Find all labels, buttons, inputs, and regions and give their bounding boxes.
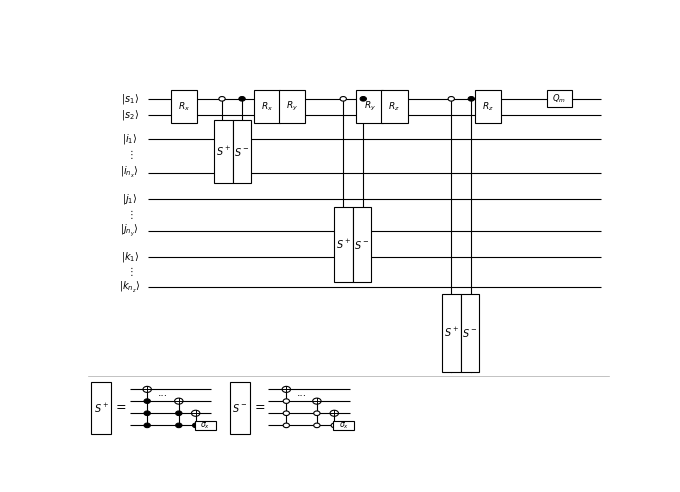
Text: ...: ... xyxy=(296,388,307,399)
Text: $\vdots$: $\vdots$ xyxy=(126,208,133,221)
Bar xyxy=(442,294,461,371)
Text: $R_z$: $R_z$ xyxy=(482,100,494,113)
Bar xyxy=(230,382,250,434)
Circle shape xyxy=(282,386,290,393)
Text: $R_y$: $R_y$ xyxy=(286,100,298,113)
Bar xyxy=(333,421,354,430)
Bar xyxy=(335,207,353,282)
Text: $R_y$: $R_y$ xyxy=(364,100,375,113)
Text: $S^-$: $S^-$ xyxy=(354,239,369,250)
Circle shape xyxy=(313,411,320,416)
Text: $R_z$: $R_z$ xyxy=(388,100,401,113)
Circle shape xyxy=(219,96,225,101)
Circle shape xyxy=(313,398,321,404)
Bar xyxy=(353,207,371,282)
Circle shape xyxy=(313,423,320,428)
Bar xyxy=(461,294,479,371)
Circle shape xyxy=(192,410,200,416)
Circle shape xyxy=(175,398,183,404)
Bar xyxy=(233,121,251,183)
Text: ...: ... xyxy=(158,388,168,399)
Bar xyxy=(356,91,383,123)
Circle shape xyxy=(283,399,290,403)
Bar xyxy=(381,91,407,123)
Circle shape xyxy=(143,386,152,393)
Circle shape xyxy=(330,410,339,416)
Text: $\sigma_x$: $\sigma_x$ xyxy=(200,420,210,430)
Circle shape xyxy=(360,96,367,101)
Text: $S^-$: $S^-$ xyxy=(234,146,250,157)
Text: $|i_{n_x}\rangle$: $|i_{n_x}\rangle$ xyxy=(120,165,139,180)
Bar xyxy=(214,121,233,183)
Text: $S^-$: $S^-$ xyxy=(462,327,477,339)
Circle shape xyxy=(283,411,290,416)
Bar xyxy=(254,91,280,123)
Bar xyxy=(171,91,197,123)
Text: $|s_2\rangle$: $|s_2\rangle$ xyxy=(121,108,139,122)
Bar xyxy=(194,421,216,430)
Text: $\vdots$: $\vdots$ xyxy=(126,265,133,277)
Bar xyxy=(547,91,572,107)
Circle shape xyxy=(239,96,245,101)
Circle shape xyxy=(175,423,182,428)
Circle shape xyxy=(192,423,199,428)
Text: $S^+$: $S^+$ xyxy=(94,401,109,414)
Text: $\sigma_x$: $\sigma_x$ xyxy=(339,420,349,430)
Text: $|i_1\rangle$: $|i_1\rangle$ xyxy=(122,131,137,146)
Text: $|j_{n_y}\rangle$: $|j_{n_y}\rangle$ xyxy=(120,222,139,239)
Text: $Q_m$: $Q_m$ xyxy=(552,92,566,105)
Text: $S^+$: $S^+$ xyxy=(336,238,351,251)
Text: =: = xyxy=(254,401,265,414)
Text: $S^-$: $S^-$ xyxy=(233,402,248,414)
Circle shape xyxy=(340,96,346,101)
Bar xyxy=(475,91,501,123)
Bar xyxy=(279,91,305,123)
Circle shape xyxy=(448,96,454,101)
Text: $S^+$: $S^+$ xyxy=(216,145,231,158)
Bar xyxy=(91,382,112,434)
Circle shape xyxy=(144,423,150,428)
Text: $|s_1\rangle$: $|s_1\rangle$ xyxy=(121,92,139,106)
Text: $S^+$: $S^+$ xyxy=(444,326,459,339)
Text: $\vdots$: $\vdots$ xyxy=(126,148,133,161)
Text: $R_x$: $R_x$ xyxy=(178,100,190,113)
Circle shape xyxy=(144,411,150,416)
Text: $R_x$: $R_x$ xyxy=(260,100,273,113)
Circle shape xyxy=(283,423,290,428)
Circle shape xyxy=(175,411,182,416)
Circle shape xyxy=(468,96,475,101)
Circle shape xyxy=(331,423,337,428)
Text: $|j_1\rangle$: $|j_1\rangle$ xyxy=(122,192,137,206)
Text: $|k_{n_z}\rangle$: $|k_{n_z}\rangle$ xyxy=(119,280,140,295)
Circle shape xyxy=(144,399,150,403)
Text: =: = xyxy=(116,401,126,414)
Text: $|k_1\rangle$: $|k_1\rangle$ xyxy=(120,250,139,264)
